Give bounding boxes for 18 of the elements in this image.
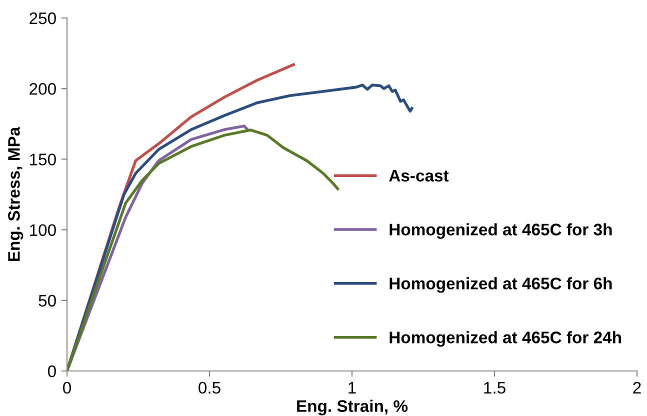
y-tick-label: 250 (30, 12, 56, 24)
x-axis-title: Eng. Strain, % (297, 400, 408, 416)
legend-label: Homogenized at 465C for 6h (390, 277, 612, 293)
y-axis-title: Eng. Stress, MPa (8, 126, 24, 261)
y-tick-label: 0 (48, 365, 56, 378)
y-tick-label: 100 (30, 224, 56, 236)
legend-label: Homogenized at 465C for 24h (390, 331, 621, 347)
y-tick-label: 150 (30, 154, 56, 166)
x-tick-label: 1 (348, 382, 356, 394)
y-tick-label: 200 (30, 83, 56, 95)
x-tick-label: 0 (63, 382, 71, 394)
x-tick-label: 1.5 (484, 382, 506, 394)
x-tick-label: 0.5 (198, 382, 220, 394)
line-series (67, 128, 340, 371)
legend-label: Homogenized at 465C for 3h (390, 223, 612, 239)
legend-label: As-cast (389, 170, 449, 182)
y-tick-label: 50 (38, 294, 56, 307)
x-tick-label: 2 (633, 382, 641, 394)
